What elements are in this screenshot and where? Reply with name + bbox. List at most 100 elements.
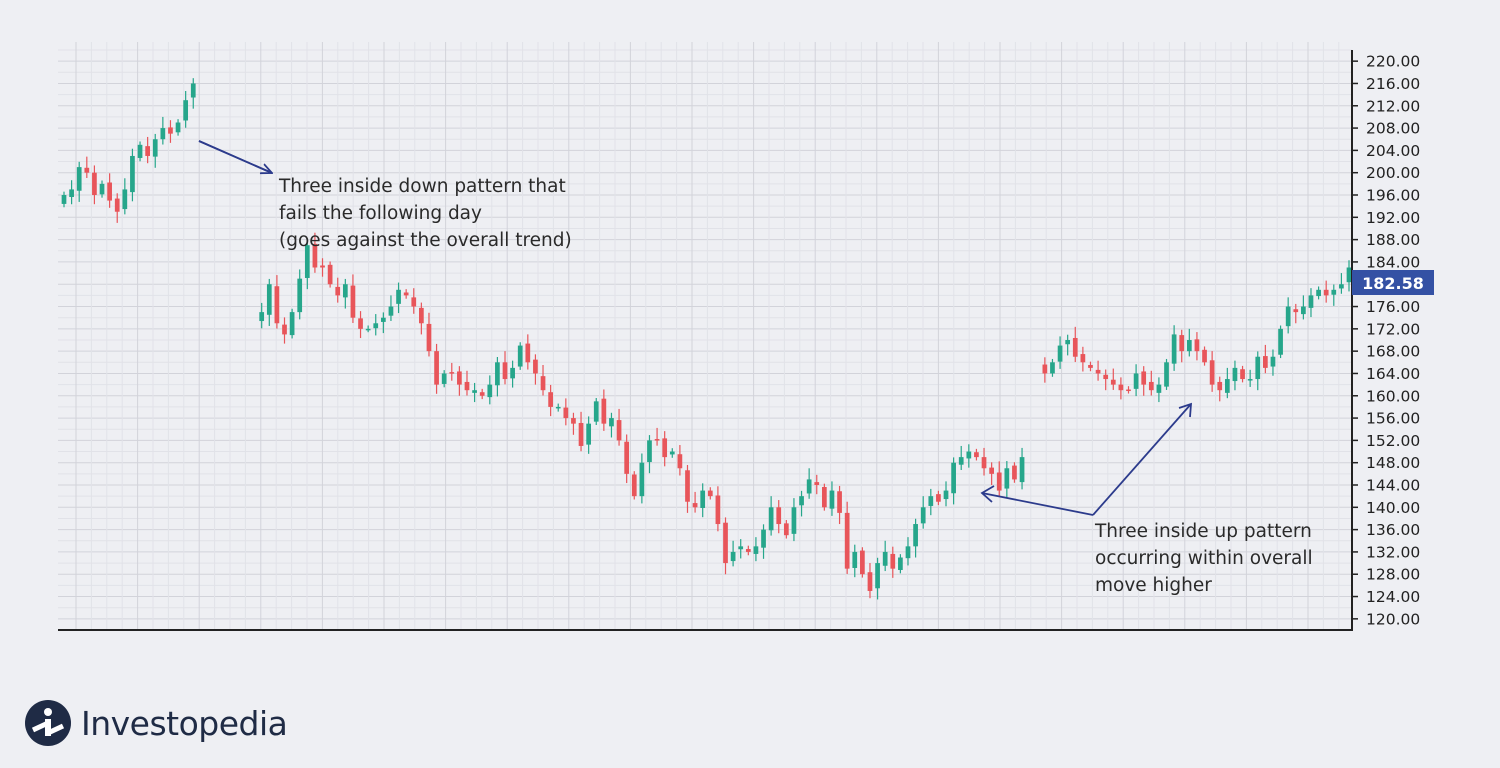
candle-up	[190, 78, 196, 109]
candle-body	[601, 398, 607, 424]
candlestick-series	[61, 78, 1352, 600]
candle-body	[814, 482, 820, 485]
y-tick-label: 188.00	[1366, 231, 1420, 249]
candle-down	[776, 500, 782, 534]
y-tick-label: 208.00	[1366, 120, 1420, 138]
candle-body	[175, 122, 181, 133]
candle-body	[753, 546, 759, 554]
candle-up	[966, 444, 972, 468]
candle-up	[61, 191, 67, 208]
candle-down	[107, 173, 112, 208]
y-tick-label: 128.00	[1366, 566, 1420, 584]
annotation-arrow-up-head-2	[1178, 402, 1193, 418]
candle-body	[920, 507, 926, 524]
candle-up	[472, 382, 477, 403]
candle-down	[631, 471, 637, 500]
candle-body	[662, 438, 668, 458]
candle-up	[928, 488, 934, 516]
candle-body	[1057, 345, 1063, 362]
candle-down	[601, 389, 607, 431]
candle-body	[297, 278, 303, 313]
candle-body	[1224, 379, 1230, 393]
candle-body	[502, 362, 508, 380]
candle-down	[890, 546, 896, 578]
candle-body	[943, 490, 949, 500]
candle-down	[745, 545, 751, 556]
candle-body	[1278, 328, 1283, 355]
candle-down	[692, 491, 698, 513]
candle-body	[1301, 306, 1306, 315]
candle-down	[464, 370, 470, 396]
candle-body	[905, 546, 911, 559]
candle-body	[730, 551, 736, 562]
candle-up	[1247, 369, 1253, 387]
candle-down	[989, 462, 994, 485]
y-tick-label: 132.00	[1366, 543, 1420, 561]
candle-down	[662, 431, 668, 467]
candle-up	[738, 539, 744, 559]
candle-down	[685, 464, 690, 513]
y-tick-label: 148.00	[1366, 454, 1420, 472]
candle-body	[783, 523, 789, 536]
y-tick-label: 216.00	[1366, 75, 1420, 93]
candle-down	[1012, 462, 1017, 483]
candle-up	[380, 312, 386, 334]
candle-body	[1133, 373, 1139, 389]
candle-body	[1118, 384, 1124, 391]
candle-body	[1088, 364, 1093, 368]
candle-up	[555, 403, 561, 412]
annotation-up-line-2: occurring within overall	[1095, 548, 1313, 569]
candle-down	[1088, 361, 1093, 372]
candle-body	[358, 318, 363, 329]
candle-body	[304, 245, 310, 278]
y-tick-label: 192.00	[1366, 209, 1420, 227]
candle-body	[1346, 267, 1352, 283]
candle-body	[1004, 468, 1010, 489]
candle-up	[69, 180, 74, 205]
annotation-arrow-up-line-2	[1092, 403, 1192, 516]
candle-down	[358, 311, 363, 339]
candle-down	[867, 563, 873, 599]
annotation-up-line-3: move higher	[1095, 575, 1212, 596]
candle-body	[1072, 337, 1078, 357]
candle-down	[533, 354, 538, 385]
last-price-tag: 182.58	[1352, 270, 1434, 295]
candle-body	[837, 491, 842, 513]
candle-body	[1255, 356, 1261, 380]
candle-body	[525, 343, 531, 363]
candle-down	[1103, 369, 1109, 391]
candle-down	[1042, 357, 1048, 383]
candle-up	[1316, 286, 1321, 300]
last-price-tag-box	[1352, 270, 1434, 295]
candle-body	[966, 451, 972, 459]
candle-body	[548, 392, 553, 407]
candle-down	[502, 351, 508, 385]
candle-body	[1179, 335, 1185, 352]
candle-down	[335, 277, 341, 303]
candle-down	[411, 288, 417, 314]
candle-body	[958, 457, 964, 465]
y-tick-label: 212.00	[1366, 97, 1420, 115]
candle-down	[312, 232, 318, 273]
candle-body	[1186, 340, 1192, 352]
candle-down	[715, 486, 721, 532]
candle-body	[700, 490, 706, 508]
candle-body	[776, 507, 782, 525]
candle-up	[396, 282, 401, 314]
candle-up	[1057, 336, 1063, 369]
candle-body	[130, 155, 135, 193]
candle-down	[814, 474, 820, 495]
candle-body	[99, 183, 105, 195]
y-tick-label: 152.00	[1366, 432, 1420, 450]
candle-body	[996, 472, 1002, 491]
candle-body	[821, 487, 827, 508]
y-tick-label: 196.00	[1366, 187, 1420, 205]
candle-body	[84, 167, 90, 173]
candle-up	[183, 90, 189, 128]
candle-up	[753, 537, 759, 562]
candle-down	[419, 302, 424, 335]
candle-up	[1339, 273, 1344, 294]
candle-up	[951, 457, 956, 505]
y-tick-label: 200.00	[1366, 164, 1420, 182]
candle-down	[168, 120, 173, 143]
